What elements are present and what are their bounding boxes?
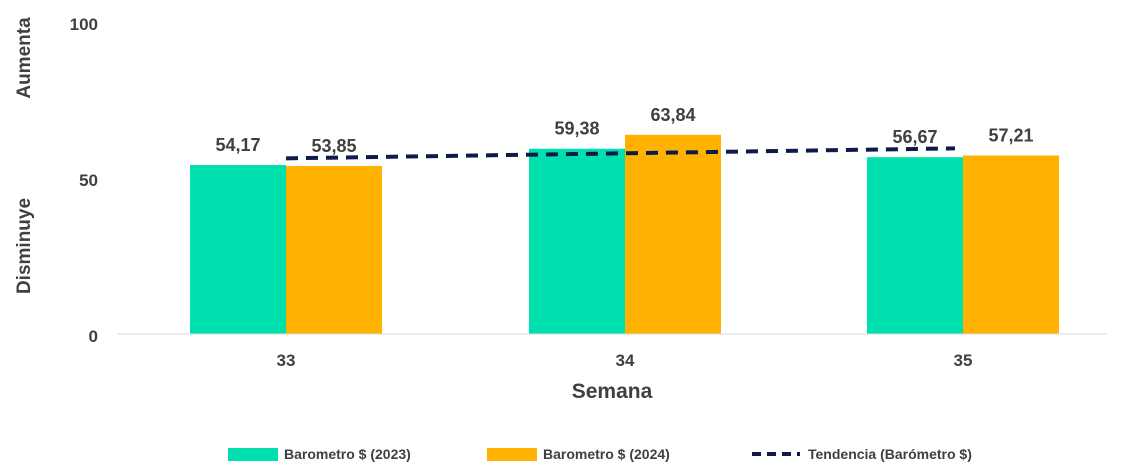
y-tick-label: 0 xyxy=(89,327,98,346)
bar-35-series-1 xyxy=(963,155,1059,334)
trend-line xyxy=(285,146,956,161)
legend-label-2023: Barometro $ (2023) xyxy=(284,446,411,462)
y-tick-label: 100 xyxy=(70,15,98,34)
legend-swatch-2024 xyxy=(487,448,537,461)
x-axis-ticks: 33 34 35 xyxy=(277,351,973,370)
bar-34-series-1 xyxy=(625,134,721,334)
y-tick-label: 50 xyxy=(79,171,98,190)
data-label: 54,17 xyxy=(215,135,260,155)
bar-34-series-0 xyxy=(529,148,625,334)
data-label: 57,21 xyxy=(988,126,1033,146)
x-tick-label: 34 xyxy=(616,351,635,370)
bar-33-series-0 xyxy=(190,164,286,334)
x-tick-label: 33 xyxy=(277,351,296,370)
y-label-bottom: Disminuye xyxy=(14,198,35,294)
bars-group xyxy=(190,134,1059,334)
data-label: 59,38 xyxy=(554,119,599,139)
legend: Barometro $ (2023) Barometro $ (2024) Te… xyxy=(228,446,972,462)
data-label: 56,67 xyxy=(892,127,937,147)
bar-35-series-0 xyxy=(867,157,963,334)
legend-label-trend: Tendencia (Barómetro $) xyxy=(808,446,972,462)
data-label: 63,84 xyxy=(650,105,695,125)
x-axis-title: Semana xyxy=(572,380,653,403)
legend-label-2024: Barometro $ (2024) xyxy=(543,446,670,462)
x-tick-label: 35 xyxy=(954,351,973,370)
legend-swatch-2023 xyxy=(228,448,278,461)
y-label-top: Aumenta xyxy=(14,17,35,99)
bar-33-series-1 xyxy=(286,165,382,334)
data-label: 53,85 xyxy=(311,136,356,156)
data-labels-group: 54,17 53,85 59,38 63,84 56,67 57,21 xyxy=(215,105,1033,156)
y-axis-ticks: 0 50 100 xyxy=(70,15,98,346)
